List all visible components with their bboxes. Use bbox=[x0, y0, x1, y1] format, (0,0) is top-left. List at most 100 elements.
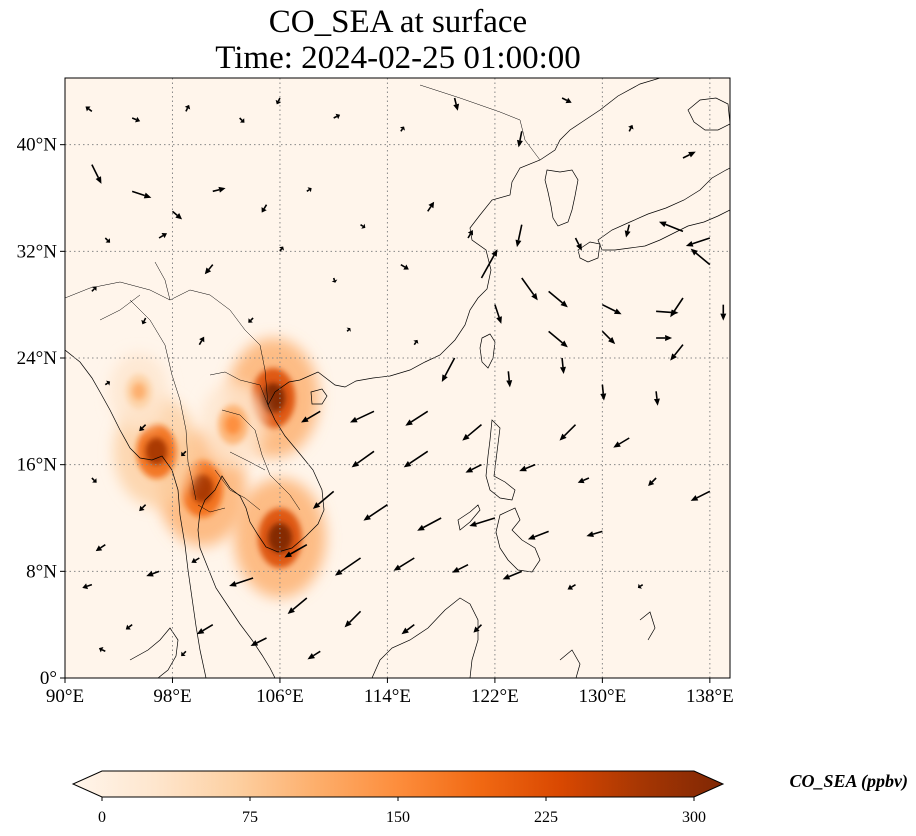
wind-arrow bbox=[559, 424, 577, 441]
coast-palawan bbox=[457, 504, 481, 531]
wind-arrow bbox=[139, 504, 147, 512]
wind-arrow bbox=[399, 126, 405, 132]
wind-arrow bbox=[682, 151, 696, 159]
wind-arrow bbox=[287, 597, 308, 614]
wind-arrow bbox=[567, 583, 576, 590]
lat-tick-label: 40°N bbox=[17, 135, 58, 156]
coastlines-and-borders bbox=[65, 78, 730, 678]
wind-arrow bbox=[250, 637, 267, 646]
wind-arrow bbox=[527, 530, 549, 540]
wind-arrow bbox=[284, 543, 308, 558]
wind-arrow bbox=[405, 410, 429, 426]
wind-arrow bbox=[351, 450, 375, 468]
wind-arrow bbox=[331, 277, 338, 283]
coast-mainland-china bbox=[267, 78, 661, 406]
wind-arrow bbox=[98, 647, 106, 653]
wind-arrow bbox=[212, 186, 226, 193]
wind-arrow bbox=[131, 116, 141, 123]
wind-arrow bbox=[401, 624, 415, 635]
wind-arrow bbox=[521, 277, 538, 301]
wind-arrow bbox=[690, 248, 711, 266]
wind-arrow bbox=[658, 221, 684, 233]
wind-arrow bbox=[502, 570, 523, 580]
wind-arrow bbox=[417, 517, 442, 531]
wind-arrow bbox=[204, 264, 214, 275]
wind-arrow bbox=[248, 317, 254, 323]
coast-taiwan bbox=[479, 333, 496, 369]
lat-tick-label: 8°N bbox=[26, 561, 57, 582]
colorbar: 0 75 150 225 300 CO_SEA (ppbv) bbox=[71, 770, 908, 826]
wind-arrow bbox=[198, 336, 205, 346]
colorbar-tick-label: 225 bbox=[534, 809, 558, 826]
map-background bbox=[65, 78, 730, 678]
wind-arrow bbox=[453, 97, 460, 111]
wind-arrow bbox=[690, 490, 711, 501]
coast-luzon bbox=[485, 419, 516, 501]
colorbar-tick-label: 300 bbox=[682, 809, 706, 826]
wind-arrow bbox=[181, 450, 187, 457]
wind-arrow bbox=[312, 490, 335, 509]
wind-arrow bbox=[720, 304, 727, 321]
lon-tick-label: 90°E bbox=[46, 686, 84, 707]
wind-arrow bbox=[334, 557, 362, 576]
wind-arrow bbox=[239, 117, 245, 123]
lon-tick-label: 106°E bbox=[256, 686, 304, 707]
coast-hainan bbox=[310, 388, 328, 405]
co-concentration-field bbox=[109, 338, 326, 598]
wind-arrow bbox=[181, 650, 187, 657]
wind-arrow bbox=[548, 290, 568, 308]
wind-arrow bbox=[670, 344, 684, 361]
border-china-internal bbox=[65, 84, 541, 301]
wind-arrow bbox=[346, 327, 351, 332]
wind-arrow bbox=[158, 233, 168, 239]
wind-arrow bbox=[427, 201, 435, 212]
chart-subtitle: Time: 2024-02-25 01:00:00 bbox=[215, 40, 581, 76]
wind-arrow bbox=[344, 610, 362, 628]
colorbar-tick-label: 0 bbox=[98, 809, 106, 826]
wind-arrow bbox=[574, 237, 582, 251]
colorbar-tick-label: 150 bbox=[386, 809, 410, 826]
wind-arrow bbox=[624, 224, 631, 238]
wind-arrow bbox=[301, 410, 321, 423]
gridlines bbox=[65, 78, 730, 678]
wind-arrow bbox=[82, 583, 93, 590]
wind-arrow bbox=[441, 357, 456, 382]
wind-arrow bbox=[363, 504, 388, 521]
wind-arrow bbox=[171, 210, 183, 220]
wind-arrow bbox=[653, 391, 660, 406]
lon-tick-label: 122°E bbox=[471, 686, 519, 707]
wind-arrow bbox=[146, 570, 160, 577]
coast-japan-kyushu bbox=[577, 241, 601, 263]
border-myanmar-thailand bbox=[99, 261, 197, 501]
lon-tick-label: 98°E bbox=[153, 686, 191, 707]
latitude-ticks: 0° 8°N 16°N 24°N 32°N 40°N bbox=[17, 135, 65, 689]
wind-arrow bbox=[670, 297, 684, 318]
wind-arrow bbox=[602, 303, 622, 315]
lon-tick-label: 114°E bbox=[364, 686, 411, 707]
wind-arrow bbox=[559, 357, 566, 374]
wind-arrow bbox=[104, 380, 111, 386]
wind-arrow bbox=[548, 330, 568, 348]
wind-arrow bbox=[601, 330, 616, 345]
wind-arrow bbox=[393, 557, 415, 571]
wind-arrow bbox=[306, 187, 312, 193]
wind-arrow bbox=[85, 106, 93, 112]
wind-arrow bbox=[637, 583, 644, 589]
wind-arrow bbox=[400, 263, 409, 270]
wind-arrow bbox=[413, 339, 419, 346]
coast-japan-honshu bbox=[597, 167, 730, 251]
wind-arrow bbox=[139, 424, 147, 432]
wind-arrow bbox=[279, 246, 285, 252]
coast-bay-of-bengal bbox=[65, 349, 207, 678]
wind-arrow bbox=[141, 317, 147, 325]
wind-arrow bbox=[104, 237, 111, 243]
wind-arrow bbox=[469, 517, 496, 527]
wind-arrow bbox=[506, 371, 513, 388]
lat-tick-label: 0° bbox=[40, 668, 57, 689]
wind-arrow bbox=[628, 124, 634, 132]
coast-hokkaido bbox=[687, 97, 730, 131]
coast-korea bbox=[544, 169, 579, 227]
wind-arrow bbox=[600, 384, 607, 401]
wind-arrow bbox=[519, 463, 536, 472]
colorbar-label: CO_SEA (ppbv) bbox=[789, 771, 908, 792]
